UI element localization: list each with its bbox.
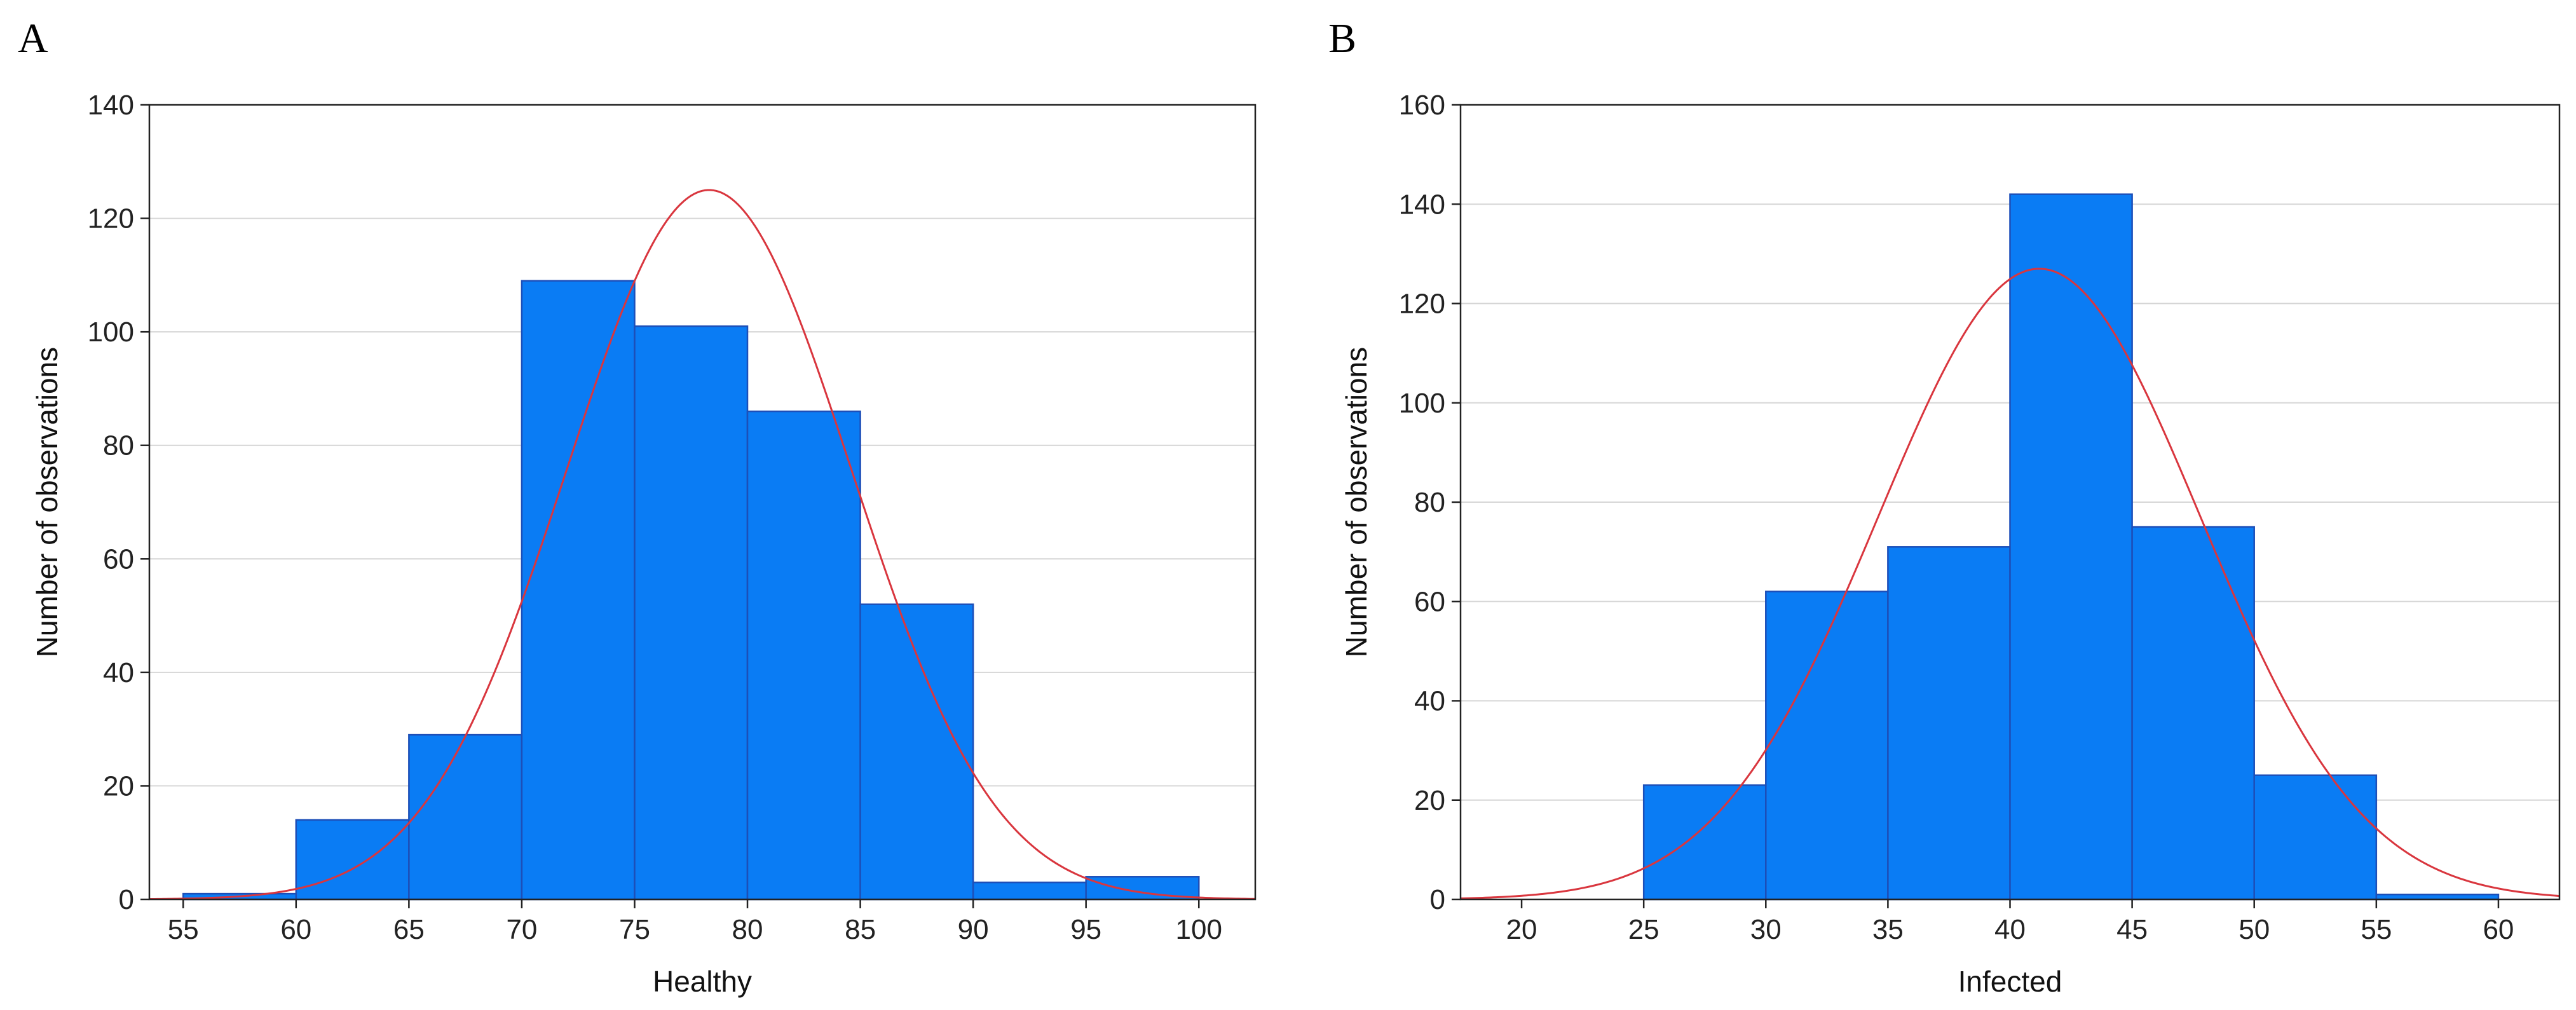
y-tick-label: 60 xyxy=(103,543,134,575)
chart-panel-b: B 0 20 40 60 80 100 120 140 160 20 25 30 35 40 45 50 55 60… xyxy=(1328,15,2561,998)
y-axis-title: Number of observations xyxy=(1340,347,1373,657)
y-tick-label: 40 xyxy=(103,657,134,688)
y-tick-label: 140 xyxy=(88,90,134,121)
y-tick-label: 60 xyxy=(1414,586,1445,617)
x-tick-label: 55 xyxy=(168,914,199,945)
x-tick-label: 30 xyxy=(1750,914,1782,945)
histogram-bar-65-70 xyxy=(408,734,523,901)
y-tick-label: 40 xyxy=(1414,686,1445,717)
y-tick-label: 20 xyxy=(1414,785,1445,816)
histogram-bar-90-95 xyxy=(972,881,1087,901)
plot-frame xyxy=(148,104,1257,901)
histogram-bar-40-45 xyxy=(2009,193,2133,901)
y-tick-label: 120 xyxy=(1399,289,1445,320)
histogram-bar-75-80 xyxy=(634,325,749,901)
y-tick-label: 20 xyxy=(103,770,134,802)
x-tick-label: 55 xyxy=(2361,914,2392,945)
panel-label: A xyxy=(18,15,48,62)
x-tick-label: 75 xyxy=(619,914,650,945)
y-axis-title: Number of observations xyxy=(31,347,64,657)
normal-fit-curve xyxy=(1460,268,2560,899)
x-axis-title: Healthy xyxy=(653,965,752,998)
histogram-bar-30-35 xyxy=(1765,590,1889,901)
histogram-bar-25-30 xyxy=(1642,784,1767,901)
x-tick-label: 100 xyxy=(1176,914,1222,945)
x-tick-label: 85 xyxy=(845,914,876,945)
y-tick-label: 160 xyxy=(1399,90,1445,121)
y-tick-label: 80 xyxy=(1414,487,1445,518)
panel-label: B xyxy=(1328,15,1356,62)
chart-panel-a: A 0 20 40 60 80 100 120 140 55 60 65 70 75 80 85 90 95 100… xyxy=(18,15,1257,998)
x-tick-label: 60 xyxy=(280,914,311,945)
histogram-bar-85-90 xyxy=(859,603,974,901)
y-tick-label: 80 xyxy=(103,430,134,461)
histogram-bar-60-65 xyxy=(295,819,410,901)
x-tick-label: 95 xyxy=(1070,914,1101,945)
x-tick-label: 65 xyxy=(393,914,425,945)
y-tick-label: 100 xyxy=(1399,388,1445,419)
x-axis-title: Infected xyxy=(1958,965,2062,998)
histogram-bar-50-55 xyxy=(2253,774,2378,901)
y-tick-label: 0 xyxy=(119,884,134,915)
histogram-bar-45-50 xyxy=(2131,526,2255,901)
x-tick-label: 60 xyxy=(2483,914,2514,945)
x-tick-label: 90 xyxy=(958,914,989,945)
histogram-bar-35-40 xyxy=(1887,546,2011,901)
x-tick-label: 45 xyxy=(2116,914,2148,945)
histogram-bar-80-85 xyxy=(746,410,861,901)
histogram-bar-70-75 xyxy=(521,280,636,901)
x-tick-label: 25 xyxy=(1628,914,1659,945)
y-tick-label: 0 xyxy=(1430,884,1445,915)
x-tick-label: 20 xyxy=(1506,914,1537,945)
x-tick-label: 35 xyxy=(1872,914,1904,945)
x-tick-label: 40 xyxy=(1994,914,2026,945)
normal-fit-curve xyxy=(149,189,1256,901)
y-tick-label: 100 xyxy=(88,317,134,348)
x-tick-label: 70 xyxy=(506,914,537,945)
y-tick-label: 120 xyxy=(88,203,134,235)
y-tick-label: 140 xyxy=(1399,189,1445,220)
x-tick-label: 80 xyxy=(732,914,763,945)
x-tick-label: 50 xyxy=(2239,914,2270,945)
